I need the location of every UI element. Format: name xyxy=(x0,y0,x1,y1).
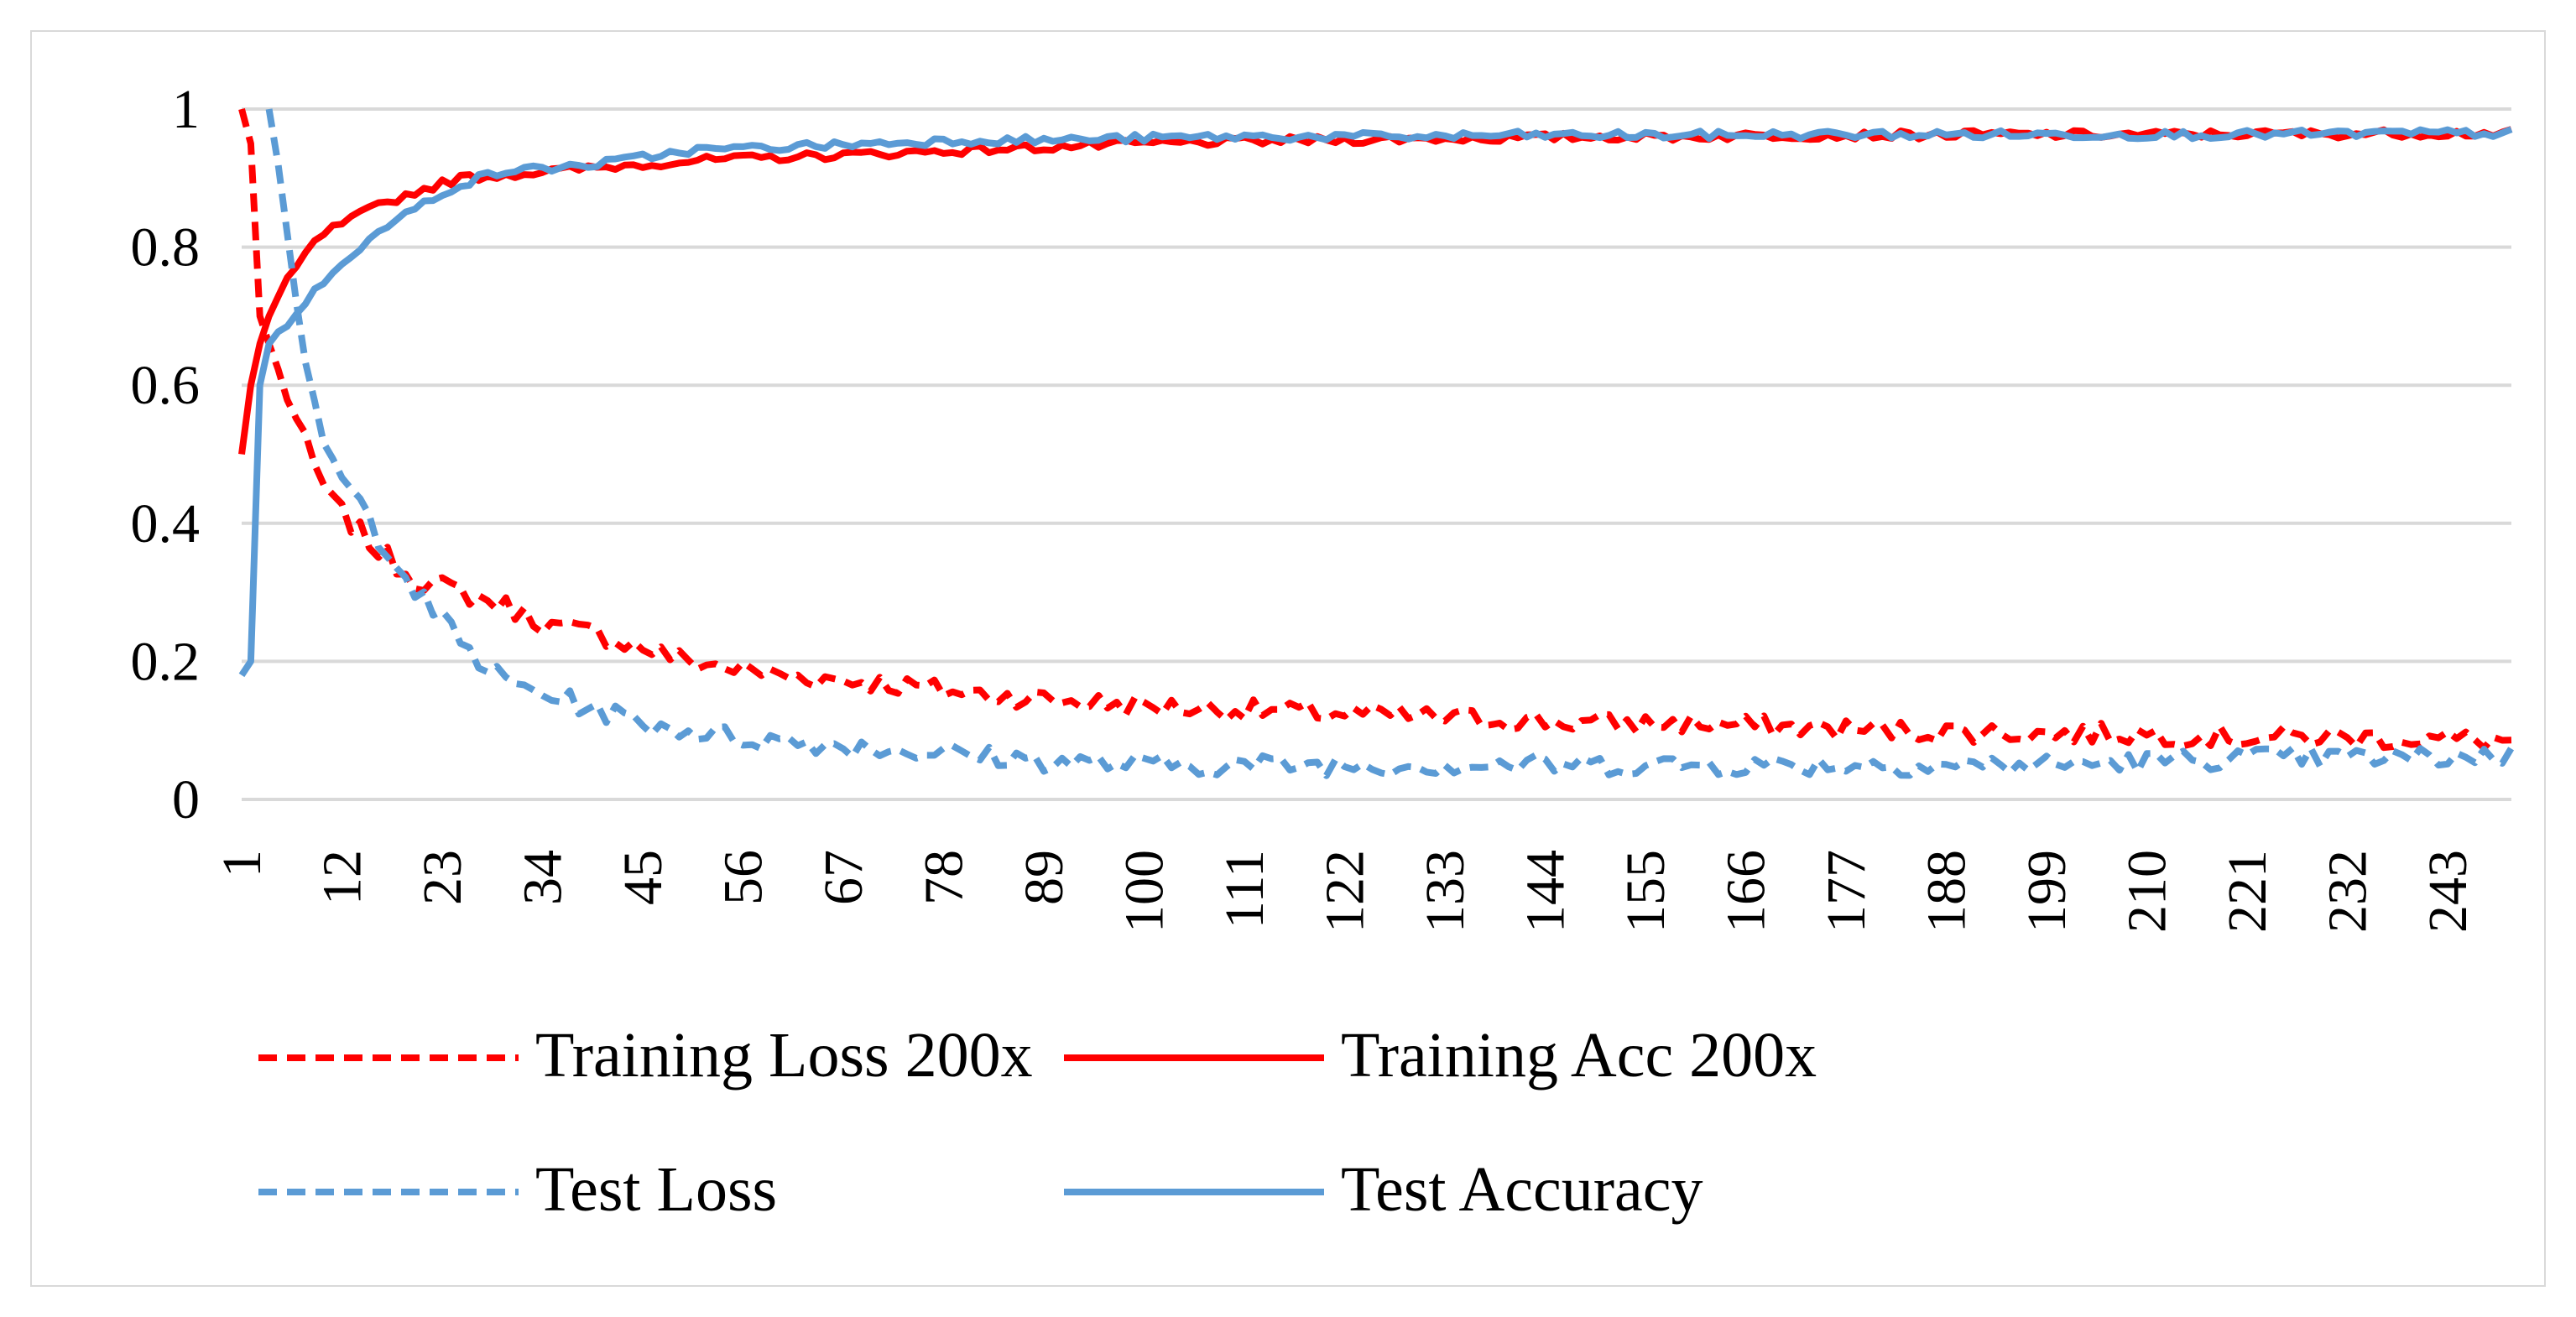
x-tick-label: 188 xyxy=(1916,850,1977,933)
x-tick-label: 78 xyxy=(913,850,974,905)
x-tick-label: 1 xyxy=(211,850,273,877)
x-tick-label: 177 xyxy=(1816,850,1877,933)
x-tick-label: 210 xyxy=(2116,850,2177,933)
x-tick-label: 199 xyxy=(2016,850,2078,933)
x-tick-label: 89 xyxy=(1014,850,1075,905)
chart-frame: 0 0.2 0.4 0.6 0.8 1 1 12 23 34 45 56 67 78 89 100 111 122… xyxy=(30,30,2546,1287)
y-tick-label: 0.6 xyxy=(131,355,201,416)
y-tick-label: 0.2 xyxy=(131,631,201,692)
x-tick-label: 100 xyxy=(1113,850,1175,933)
x-tick-label: 23 xyxy=(412,850,473,905)
x-tick-label: 45 xyxy=(613,850,674,905)
line-chart: 0 0.2 0.4 0.6 0.8 1 1 12 23 34 45 56 67 78 89 100 111 122… xyxy=(131,79,2515,1225)
series-line-training-acc-200x xyxy=(238,126,2513,455)
series-line-training-loss-200x xyxy=(238,107,2512,752)
legend-label: Test Loss xyxy=(535,1154,777,1225)
y-tick-label: 1 xyxy=(172,79,200,140)
x-tick-label: 232 xyxy=(2317,850,2378,933)
x-tick-label: 133 xyxy=(1415,850,1476,933)
legend-label: Training Acc 200x xyxy=(1341,1020,1817,1091)
x-tick-label: 144 xyxy=(1515,850,1576,933)
x-tick-label: 56 xyxy=(712,850,774,905)
x-tick-label: 67 xyxy=(813,850,874,905)
x-tick-label: 221 xyxy=(2217,850,2278,933)
series-line-test-loss xyxy=(265,108,2515,779)
x-tick-label: 122 xyxy=(1314,850,1375,933)
y-tick-label: 0 xyxy=(172,769,200,830)
x-tick-label: 34 xyxy=(512,850,573,905)
series-line-test-accuracy xyxy=(238,126,2513,678)
x-tick-label: 111 xyxy=(1214,850,1275,929)
x-tick-label: 243 xyxy=(2417,850,2479,933)
x-tick-label: 166 xyxy=(1715,850,1776,933)
y-tick-label: 0.4 xyxy=(131,493,201,554)
y-tick-label: 0.8 xyxy=(131,217,201,278)
x-tick-label: 155 xyxy=(1615,850,1676,933)
legend-label: Training Loss 200x xyxy=(535,1020,1033,1091)
x-tick-label: 12 xyxy=(311,850,373,905)
legend-label: Test Accuracy xyxy=(1341,1154,1703,1225)
